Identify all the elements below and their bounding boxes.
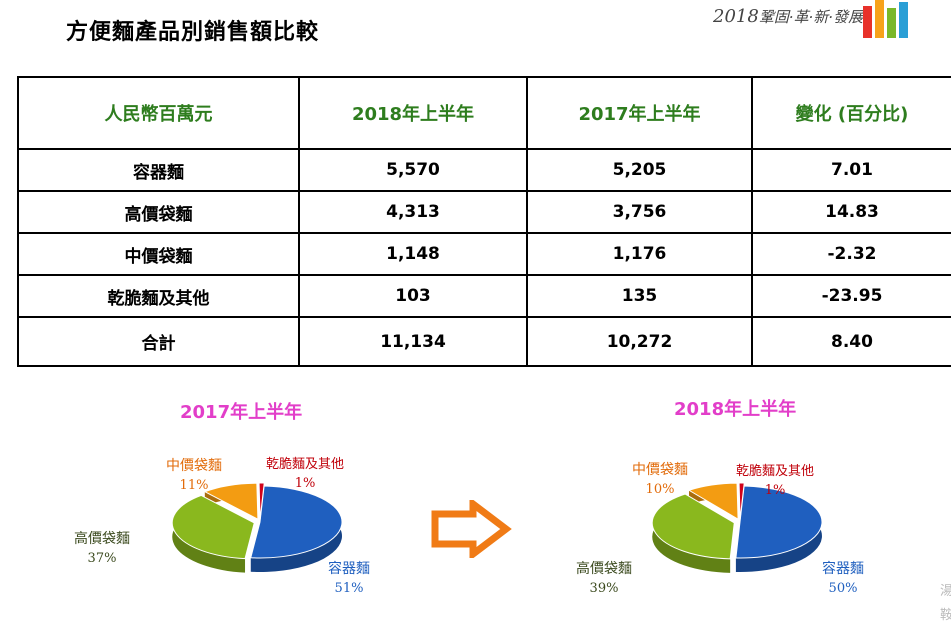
- table-row: 乾脆麵及其他 103 135 -23.95: [17, 274, 951, 318]
- header-unit: 人民幣百萬元: [17, 76, 300, 150]
- row-label: 容器麵: [17, 148, 300, 192]
- pie-title-2017: 2017年上半年: [180, 402, 303, 423]
- cell-2017: 1,176: [526, 232, 753, 276]
- cell-change: -23.95: [751, 274, 951, 318]
- right-arrow-icon: [431, 500, 512, 558]
- page-title: 方便麵產品別銷售額比較: [66, 20, 320, 45]
- cell-2018: 4,313: [298, 190, 528, 234]
- slice-high-price-side: [652, 494, 731, 573]
- cell-2018: 5,570: [298, 148, 528, 192]
- slice-high-price-side: [172, 495, 246, 573]
- table-header-row: 人民幣百萬元 2018年上半年 2017年上半年 變化 (百分比): [17, 76, 951, 150]
- row-label: 合計: [17, 316, 300, 367]
- cell-change: -2.32: [751, 232, 951, 276]
- cell-2018: 1,148: [298, 232, 528, 276]
- pie-2018-label-container: 容器麵 50%: [822, 561, 864, 596]
- pie-2017-label-midprice: 中價袋麵 11%: [166, 458, 222, 493]
- sales-comparison-table: 人民幣百萬元 2018年上半年 2017年上半年 變化 (百分比) 容器麵 5,…: [17, 76, 951, 367]
- logo-year: 2018: [713, 6, 759, 27]
- cell-2017: 5,205: [526, 148, 753, 192]
- cell-2017: 3,756: [526, 190, 753, 234]
- edge-char-1: 湯: [940, 584, 951, 599]
- header-2017h1: 2017年上半年: [526, 76, 753, 150]
- pie-2018-label-highprice: 高價袋麵 39%: [576, 561, 632, 596]
- table-row: 高價袋麵 4,313 3,756 14.83: [17, 190, 951, 234]
- edge-char-2: 鞍: [940, 608, 951, 623]
- logo-bar-blue: [899, 2, 908, 38]
- logo-words: 鞏固·革·新·發展: [758, 8, 864, 26]
- header-2018h1: 2018年上半年: [298, 76, 528, 150]
- slice-crispy-other: [738, 482, 745, 520]
- table-row-total: 合計 11,134 10,272 8.40: [17, 316, 951, 367]
- row-label: 高價袋麵: [17, 190, 300, 234]
- slice-container: [250, 485, 343, 559]
- company-logo: 2018鞏固·革·新·發展: [713, 0, 951, 40]
- logo-bar-red: [863, 6, 872, 38]
- table-row: 容器麵 5,570 5,205 7.01: [17, 148, 951, 192]
- logo-bar-green: [887, 8, 896, 38]
- pie-2017-label-crispy: 乾脆麵及其他 1%: [266, 457, 345, 491]
- slice-container: [735, 485, 823, 559]
- slice-crispy-other: [258, 482, 265, 520]
- pie-chart-2017: [171, 482, 343, 573]
- cell-2018: 103: [298, 274, 528, 318]
- pie-2017-label-container: 容器麵 51%: [328, 561, 370, 596]
- cell-2017: 135: [526, 274, 753, 318]
- pie-2018-label-crispy: 乾脆麵及其他 1%: [736, 464, 815, 498]
- slice-high-price: [171, 494, 255, 560]
- pie-chart-2018: [651, 482, 823, 573]
- pie-2017-label-highprice: 高價袋麵 37%: [74, 531, 130, 566]
- cell-change: 7.01: [751, 148, 951, 192]
- cell-change: 8.40: [751, 316, 951, 367]
- row-label: 乾脆麵及其他: [17, 274, 300, 318]
- slice-high-price: [651, 493, 735, 560]
- logo-bars-graphic: [863, 0, 923, 38]
- cell-change: 14.83: [751, 190, 951, 234]
- pie-2018-label-midprice: 中價袋麵 10%: [632, 462, 688, 497]
- row-label: 中價袋麵: [17, 232, 300, 276]
- logo-bar-orange: [875, 0, 884, 38]
- slice-mid-price: [203, 482, 259, 521]
- header-change: 變化 (百分比): [751, 76, 951, 150]
- cell-2017: 10,272: [526, 316, 753, 367]
- table-row: 中價袋麵 1,148 1,176 -2.32: [17, 232, 951, 276]
- slice-mid-price: [687, 482, 739, 521]
- logo-slogan: 2018鞏固·革·新·發展: [713, 6, 863, 27]
- cell-2018: 11,134: [298, 316, 528, 367]
- pie-title-2018: 2018年上半年: [674, 399, 797, 420]
